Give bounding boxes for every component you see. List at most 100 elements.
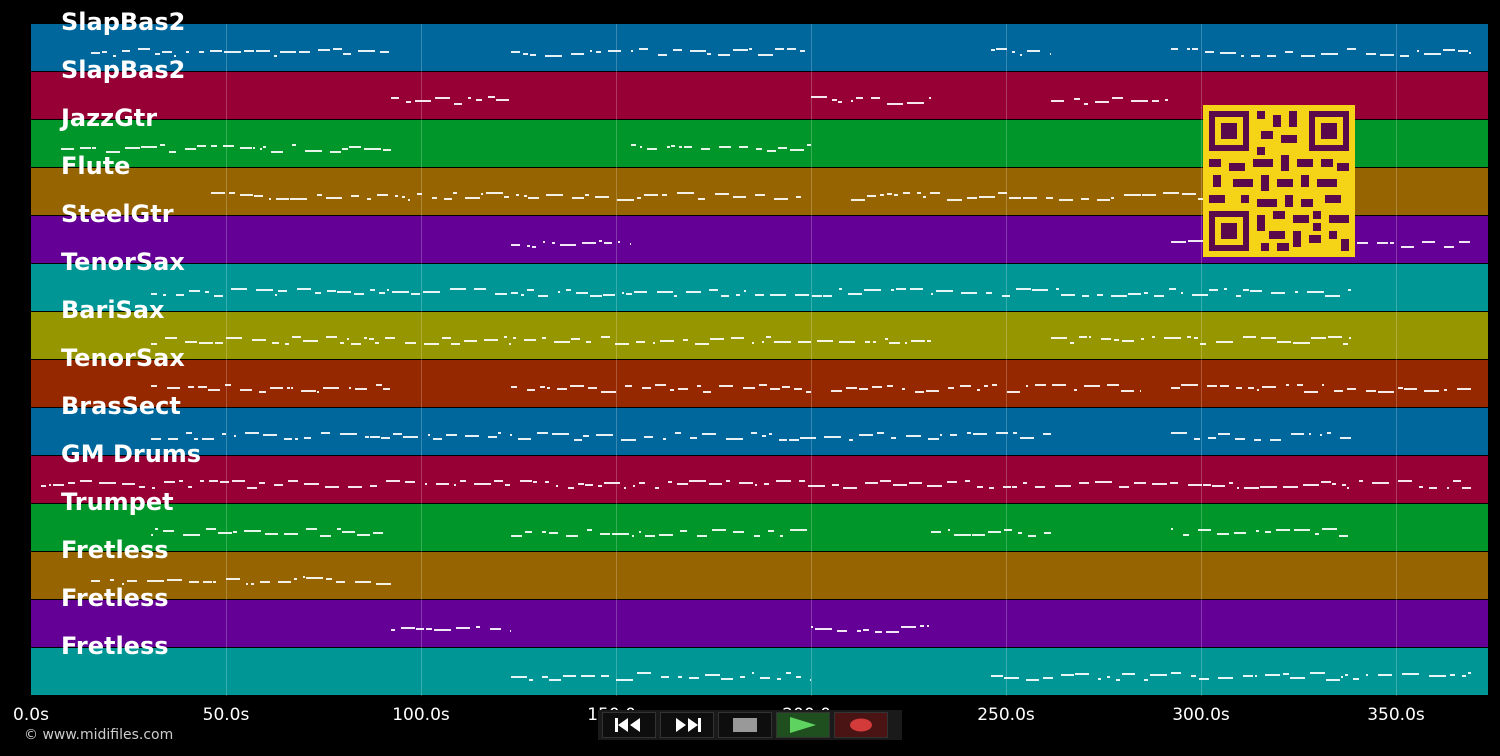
note bbox=[1366, 674, 1368, 676]
note bbox=[673, 49, 682, 51]
note bbox=[549, 679, 561, 681]
note bbox=[1208, 437, 1216, 439]
note bbox=[1095, 101, 1109, 103]
note bbox=[622, 292, 624, 294]
track-row[interactable]: TenorSax bbox=[31, 248, 1488, 311]
note bbox=[1097, 199, 1110, 201]
note bbox=[657, 291, 673, 293]
note bbox=[1378, 391, 1394, 393]
note bbox=[762, 435, 766, 437]
note bbox=[991, 49, 995, 51]
note bbox=[1004, 677, 1019, 679]
note bbox=[481, 193, 483, 195]
note bbox=[977, 389, 980, 391]
note bbox=[965, 480, 970, 482]
note bbox=[498, 432, 501, 434]
track-row[interactable]: BariSax bbox=[31, 296, 1488, 359]
time-tick-label: 50.0s bbox=[202, 705, 250, 725]
record-button[interactable] bbox=[834, 712, 888, 738]
note bbox=[608, 50, 621, 52]
note bbox=[425, 483, 427, 485]
note bbox=[340, 342, 344, 344]
note bbox=[743, 387, 755, 389]
note bbox=[1419, 486, 1423, 488]
note bbox=[292, 336, 301, 338]
note bbox=[446, 434, 457, 436]
note bbox=[174, 55, 176, 57]
note bbox=[155, 53, 160, 55]
time-tick-label: 300.0s bbox=[1172, 705, 1230, 725]
note bbox=[755, 194, 765, 196]
note bbox=[967, 432, 971, 434]
note bbox=[777, 678, 781, 680]
note bbox=[376, 384, 382, 386]
fast-forward-button[interactable] bbox=[660, 712, 714, 738]
note bbox=[811, 96, 827, 98]
note bbox=[832, 484, 839, 486]
note bbox=[721, 295, 729, 297]
note bbox=[758, 54, 773, 56]
note bbox=[624, 487, 626, 489]
note bbox=[1241, 55, 1244, 57]
track-row[interactable]: Fretless bbox=[31, 584, 1488, 647]
note bbox=[817, 340, 833, 342]
track-row[interactable]: Fretless bbox=[31, 536, 1488, 599]
track-row[interactable]: GM Drums bbox=[31, 440, 1488, 503]
note bbox=[528, 197, 539, 199]
note bbox=[1429, 675, 1446, 677]
note bbox=[197, 145, 206, 147]
note bbox=[1182, 193, 1196, 195]
track-label: Fretless bbox=[61, 632, 169, 660]
piano-roll[interactable]: SlapBas2 SlapBas2 JazzGtr Flute SteelGtr Teno… bbox=[31, 8, 1488, 696]
note bbox=[542, 676, 548, 678]
note bbox=[496, 99, 509, 101]
track-row[interactable]: SlapBas2 bbox=[31, 8, 1488, 71]
track-row[interactable]: BrasSect bbox=[31, 392, 1488, 455]
note bbox=[786, 672, 791, 674]
track-row[interactable]: Trumpet bbox=[31, 488, 1488, 551]
note bbox=[295, 438, 298, 440]
note bbox=[343, 53, 351, 55]
note bbox=[505, 484, 510, 486]
note bbox=[211, 192, 225, 194]
note bbox=[671, 145, 675, 147]
stop-button[interactable] bbox=[718, 712, 772, 738]
note bbox=[1357, 242, 1368, 244]
note bbox=[896, 288, 906, 290]
note bbox=[511, 292, 518, 294]
note bbox=[1276, 529, 1290, 531]
note bbox=[375, 342, 379, 344]
note bbox=[712, 529, 726, 531]
note bbox=[905, 342, 907, 344]
note bbox=[1322, 528, 1337, 530]
note bbox=[1309, 433, 1311, 435]
note bbox=[973, 433, 987, 435]
note bbox=[444, 198, 452, 200]
note bbox=[1402, 673, 1419, 675]
note bbox=[538, 295, 548, 297]
note bbox=[436, 483, 449, 485]
track-row[interactable]: TenorSax bbox=[31, 344, 1488, 407]
note bbox=[778, 147, 787, 149]
play-button[interactable] bbox=[776, 712, 830, 738]
rewind-button[interactable] bbox=[602, 712, 656, 738]
note bbox=[604, 242, 612, 244]
note bbox=[1216, 341, 1233, 343]
note bbox=[348, 486, 362, 488]
note bbox=[1051, 100, 1064, 102]
note bbox=[1163, 192, 1179, 194]
note bbox=[631, 50, 633, 52]
track-label: Fretless bbox=[61, 584, 169, 612]
note bbox=[91, 580, 100, 582]
note bbox=[206, 528, 216, 530]
note bbox=[1328, 336, 1342, 338]
note bbox=[304, 437, 311, 439]
note bbox=[1032, 289, 1048, 291]
note bbox=[769, 433, 772, 435]
note bbox=[667, 146, 670, 148]
note bbox=[511, 51, 520, 53]
note bbox=[1244, 487, 1259, 489]
note bbox=[185, 341, 197, 343]
track-row[interactable]: Fretless bbox=[31, 632, 1488, 695]
note bbox=[231, 288, 247, 290]
